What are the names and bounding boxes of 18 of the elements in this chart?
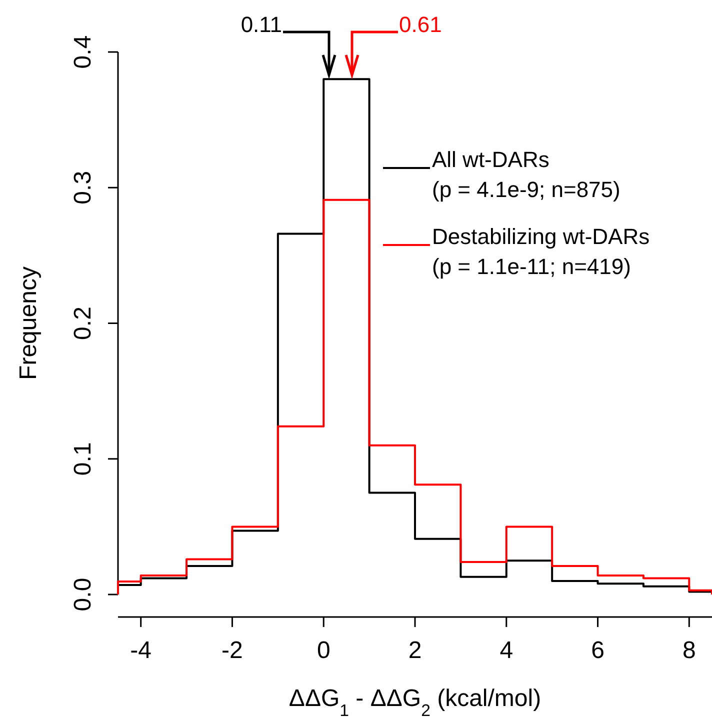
x-tick-label: 8	[682, 637, 696, 664]
text: 0.11	[240, 12, 282, 37]
x-tick-label: -2	[222, 637, 243, 664]
y-tick-label: 0.2	[69, 306, 96, 340]
x-tick-label: 0	[316, 637, 330, 664]
x-tick-label: 2	[408, 637, 422, 664]
y-tick-label: 0.1	[69, 442, 96, 476]
x-axis-title: ΔΔG$_{1}$ - ΔΔG$_{2}$ (kcal/mol)	[288, 685, 542, 720]
y-tick-label: 0.3	[69, 170, 96, 204]
y-tick-label: 0.4	[69, 35, 96, 69]
x-tick-label: 4	[500, 637, 514, 664]
y-tick-label: 0.0	[69, 578, 96, 612]
legend-label: All wt-DARs (p = 4.1e-9; n=875)	[432, 147, 620, 202]
y-axis-title: Frequency	[15, 266, 42, 380]
text: 0.61	[399, 12, 442, 37]
legend-label: Destabilizing wt-DARs (p = 1.1e-11; n=419)	[432, 224, 650, 279]
x-tick-label: -4	[130, 637, 152, 664]
x-tick-label: 6	[591, 637, 604, 664]
